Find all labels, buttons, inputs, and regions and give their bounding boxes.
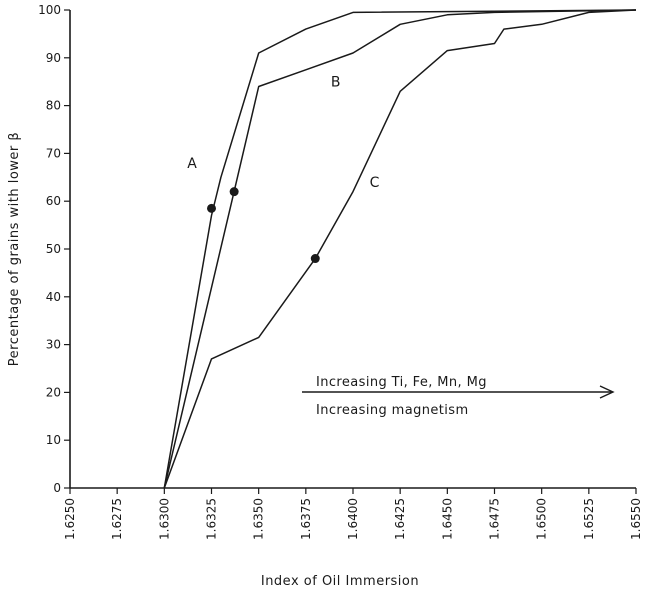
y-tick-label: 50: [46, 242, 61, 256]
x-tick-label: 1.6300: [157, 498, 171, 540]
x-tick-label: 1.6400: [346, 498, 360, 540]
x-tick-label: 1.6350: [252, 498, 266, 540]
x-tick-label: 1.6325: [205, 498, 219, 540]
series-label-a: A: [187, 156, 197, 172]
series-marker-a: [207, 203, 216, 213]
x-tick-label: 1.6500: [535, 498, 549, 540]
x-tick-label: 1.6425: [393, 498, 407, 540]
y-tick-label: 10: [46, 433, 61, 447]
y-tick-label: 80: [46, 99, 61, 113]
x-tick-label: 1.6475: [488, 498, 502, 540]
series-marker-b: [229, 187, 239, 197]
series-line-b: [163, 9, 637, 489]
y-tick-label: 30: [46, 338, 61, 352]
y-tick-label: 60: [46, 194, 61, 208]
series-markers: [207, 187, 320, 264]
annotation: Increasing Ti, Fe, Mn, Mg Increasing mag…: [302, 375, 615, 418]
series-label-c: C: [370, 175, 380, 191]
x-tick-label: 1.6450: [440, 498, 454, 540]
x-tick-label: 1.6550: [629, 498, 643, 540]
annotation-line-1: Increasing Ti, Fe, Mn, Mg: [316, 375, 487, 390]
annotation-line-2: Increasing magnetism: [316, 403, 469, 418]
y-tick-label: 40: [46, 290, 61, 304]
y-tick-label: 0: [53, 481, 61, 495]
annotation-arrow-head: [599, 385, 615, 399]
y-tick-label: 100: [38, 3, 61, 17]
y-ticks: 0 10 20 30 40 50 60 70 80 90 100: [38, 3, 70, 495]
x-tick-label: 1.6250: [63, 498, 77, 540]
series-line-c: [163, 9, 637, 489]
x-tick-label: 1.6275: [110, 498, 124, 540]
series-labels: A B C: [187, 75, 379, 191]
y-axis-title: Percentage of grains with lower β: [7, 132, 22, 366]
series-line-a: [163, 9, 637, 489]
x-axis-title: Index of Oil Immersion: [261, 574, 419, 589]
y-tick-label: 20: [46, 385, 61, 399]
series-lines: [163, 9, 637, 489]
series-label-b: B: [331, 75, 341, 91]
series-marker-c: [310, 254, 320, 264]
y-tick-label: 90: [46, 51, 61, 65]
x-tick-label: 1.6525: [582, 498, 596, 540]
x-ticks: 1.6250 1.6275 1.6300 1.6325 1.6350 1.6375 1.64…: [63, 488, 643, 540]
x-tick-label: 1.6375: [299, 498, 313, 540]
y-tick-label: 70: [46, 146, 61, 160]
